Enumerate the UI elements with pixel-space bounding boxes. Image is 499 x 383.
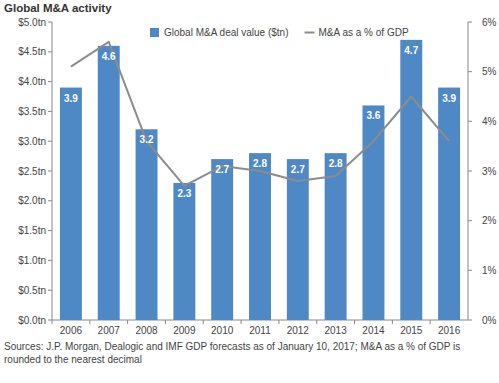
x-tick xyxy=(89,320,90,324)
x-tick xyxy=(354,320,355,324)
y-tick-label: $2.5tn xyxy=(18,166,46,177)
x-tick-label: 2012 xyxy=(287,325,310,336)
y2-tick-label: 4% xyxy=(482,116,497,127)
data-label: 4.7 xyxy=(404,45,418,56)
x-tick-label: 2015 xyxy=(400,325,423,336)
x-tick xyxy=(392,320,393,324)
data-label: 3.9 xyxy=(64,93,78,104)
x-tick-label: 2009 xyxy=(173,325,196,336)
data-label: 2.7 xyxy=(291,164,305,175)
legend-label: M&A as a % of GDP xyxy=(319,27,409,38)
y2-tick xyxy=(468,71,472,72)
y-tick xyxy=(48,320,52,321)
plot-area xyxy=(60,40,460,320)
x-tick xyxy=(430,320,431,324)
y-tick xyxy=(48,260,52,261)
bar xyxy=(211,159,233,320)
y-tick-label: $0.0tn xyxy=(18,315,46,326)
y-tick xyxy=(48,200,52,201)
y-tick-label: $1.5tn xyxy=(18,225,46,236)
x-tick xyxy=(165,320,166,324)
x-tick xyxy=(52,320,53,324)
y-tick-label: $4.0tn xyxy=(18,76,46,87)
source: Sources: J.P. Morgan, Dealogic and IMF G… xyxy=(4,341,460,365)
x-tick xyxy=(316,320,317,324)
bar xyxy=(325,153,347,320)
y-tick-label: $3.0tn xyxy=(18,136,46,147)
y-tick xyxy=(48,22,52,23)
y-tick xyxy=(48,290,52,291)
x-tick xyxy=(241,320,242,324)
y-tick xyxy=(48,81,52,82)
data-label: 2.8 xyxy=(253,158,267,169)
data-label: 2.8 xyxy=(329,158,343,169)
y2-tick-label: 1% xyxy=(482,265,497,276)
bar xyxy=(287,159,309,320)
x-tick-label: 2011 xyxy=(249,325,271,336)
y2-tick xyxy=(468,121,472,122)
y2-tick-label: 6% xyxy=(482,17,497,28)
y-tick-label: $3.5tn xyxy=(18,106,46,117)
legend-swatch xyxy=(305,32,315,34)
y2-tick xyxy=(468,22,472,23)
y-tick-label: $1.0tn xyxy=(18,255,46,266)
bar xyxy=(98,46,120,320)
x-tick-label: 2007 xyxy=(98,325,121,336)
x-tick-label: 2006 xyxy=(60,325,83,336)
data-label: 2.3 xyxy=(177,188,191,199)
y2-tick-label: 2% xyxy=(482,215,497,226)
y-tick xyxy=(48,111,52,112)
legend-label: Global M&A deal value ($tn) xyxy=(164,27,289,38)
data-label: 3.2 xyxy=(140,134,154,145)
chart: Global M&A activity $0.0tn $0.5tn $1.0tn $1.… xyxy=(0,0,499,383)
y-tick xyxy=(48,141,52,142)
y-tick-label: $4.5tn xyxy=(18,46,46,57)
bar xyxy=(173,183,195,320)
legend-swatch xyxy=(150,28,159,37)
data-labels: 3.9 4.6 3.2 2.3 2.7 2.8 2.7 2.8 3.6 4.7 3.9 xyxy=(64,45,457,199)
data-label: 2.7 xyxy=(215,164,229,175)
title: Global M&A activity xyxy=(4,2,112,14)
x-tick-label: 2016 xyxy=(438,325,461,336)
x-tick xyxy=(203,320,204,324)
x-tick xyxy=(127,320,128,324)
x-tick xyxy=(278,320,279,324)
x-tick-label: 2008 xyxy=(135,325,158,336)
data-label: 3.9 xyxy=(442,93,456,104)
y-tick xyxy=(48,51,52,52)
x-tick-label: 2014 xyxy=(362,325,385,336)
y-tick-label: $0.5tn xyxy=(18,285,46,296)
y2-tick-label: 5% xyxy=(482,66,497,77)
data-label: 3.6 xyxy=(367,110,381,121)
y2-tick-label: 0% xyxy=(482,315,497,326)
bar xyxy=(400,40,422,320)
y2-tick-label: 3% xyxy=(482,166,497,177)
bar xyxy=(60,88,82,320)
x-tick-label: 2010 xyxy=(211,325,234,336)
y2-tick xyxy=(468,270,472,271)
y-tick-label: $2.0tn xyxy=(18,195,46,206)
data-label: 4.6 xyxy=(102,51,116,62)
y-tick-label: $5.0tn xyxy=(18,17,46,28)
y2-tick xyxy=(468,320,472,321)
bar xyxy=(362,105,384,320)
bar xyxy=(438,88,460,320)
y-tick xyxy=(48,230,52,231)
bar xyxy=(249,153,271,320)
x-tick-label: 2013 xyxy=(325,325,348,336)
y-tick xyxy=(48,171,52,172)
y2-tick xyxy=(468,220,472,221)
y2-tick xyxy=(468,171,472,172)
bar xyxy=(136,129,158,320)
line xyxy=(71,42,449,186)
